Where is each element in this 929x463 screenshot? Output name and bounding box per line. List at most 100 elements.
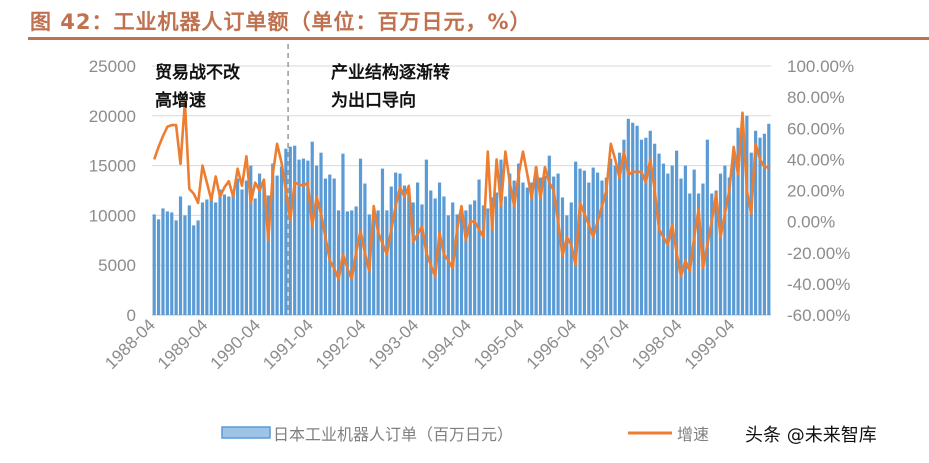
bar [508,173,512,315]
bar [653,143,657,315]
bar [495,192,499,315]
bar [547,155,551,315]
bar [521,182,525,315]
right-axis-tick-label: 100.00% [787,57,854,76]
bar [714,190,718,315]
bar [499,159,503,315]
bar [398,173,402,315]
bar [196,220,200,315]
bar [723,165,727,315]
bar [740,120,745,315]
bar [701,183,705,315]
bar [249,165,253,315]
x-axis-tick-label: 1992-04 [312,315,370,373]
bar [657,153,661,315]
bar [301,158,306,315]
bar [688,193,692,315]
left-axis-tick-label: 25000 [89,57,136,76]
bar [205,199,209,315]
x-axis-tick-label: 1991-04 [259,315,317,373]
bar [538,177,543,315]
bar [389,186,393,315]
bar [595,172,600,315]
bar [503,196,508,315]
bar [437,182,442,315]
bar [372,218,376,315]
bar [284,148,288,315]
bar [394,172,398,315]
bar [534,166,538,315]
bar [236,178,240,315]
bar [178,196,183,315]
bar [262,182,266,315]
bar [429,190,433,315]
bar [293,145,297,315]
bar [552,176,556,315]
bar [762,133,767,315]
bar [310,141,314,315]
bar [222,194,227,315]
bar [288,146,292,315]
bar [473,200,477,315]
right-axis-tick-label: 20.00% [787,182,845,201]
bar [622,139,626,315]
bar [609,158,613,315]
growth-line [152,100,769,281]
bar [574,161,578,315]
bar [648,130,652,315]
bar [455,214,459,315]
bar [569,202,573,315]
bar [345,211,349,315]
bar [332,178,336,315]
bar [297,159,301,315]
bar [446,215,450,315]
bar [328,174,332,315]
bar [639,139,644,315]
bar [481,205,486,315]
bar [745,115,749,315]
bar [631,122,635,315]
left-axis-labels: 0 5000 10000 15000 20000 25000 [89,57,136,325]
bar [543,175,547,315]
x-axis-tick-label: 1993-04 [365,315,423,373]
bar [257,173,262,315]
bar [477,179,481,315]
bar [165,211,169,315]
bar [187,205,191,315]
bar [459,211,464,315]
bar [420,204,424,315]
left-axis-tick-label: 0 [127,306,136,325]
bar [565,215,569,315]
bar [424,159,428,315]
right-axis-tick-label: 40.00% [787,150,845,169]
bar [635,125,639,315]
x-axis-tick-label: 1998-04 [628,315,686,373]
bar [490,197,494,315]
bar [626,118,630,316]
bar [271,163,275,315]
bar [525,187,529,315]
annotation-2-line-1: 产业结构逐渐转 [331,62,450,83]
x-axis-tick-label: 1996-04 [523,315,581,373]
bar [591,167,595,315]
legend-bar-swatch [221,426,271,439]
bar [161,208,165,315]
bar [415,182,420,315]
bar [556,173,560,315]
figure-title: 图 42：工业机器人订单额（单位：百万日元，%） [30,10,532,34]
x-axis-tick-label: 1999-04 [681,315,739,373]
right-axis-tick-label: -60.00% [787,306,850,325]
right-axis-tick-label: 80.00% [787,88,845,107]
right-axis-tick-label: 60.00% [787,119,845,138]
watermark: 头条 @未来智库 [745,425,877,446]
bar [240,189,244,315]
bar [266,195,270,315]
left-axis-tick-label: 15000 [89,157,136,176]
bar [675,150,679,315]
bar [718,173,723,315]
bar [411,202,415,315]
bar [613,165,617,315]
bar [433,198,437,315]
bar [705,139,709,315]
